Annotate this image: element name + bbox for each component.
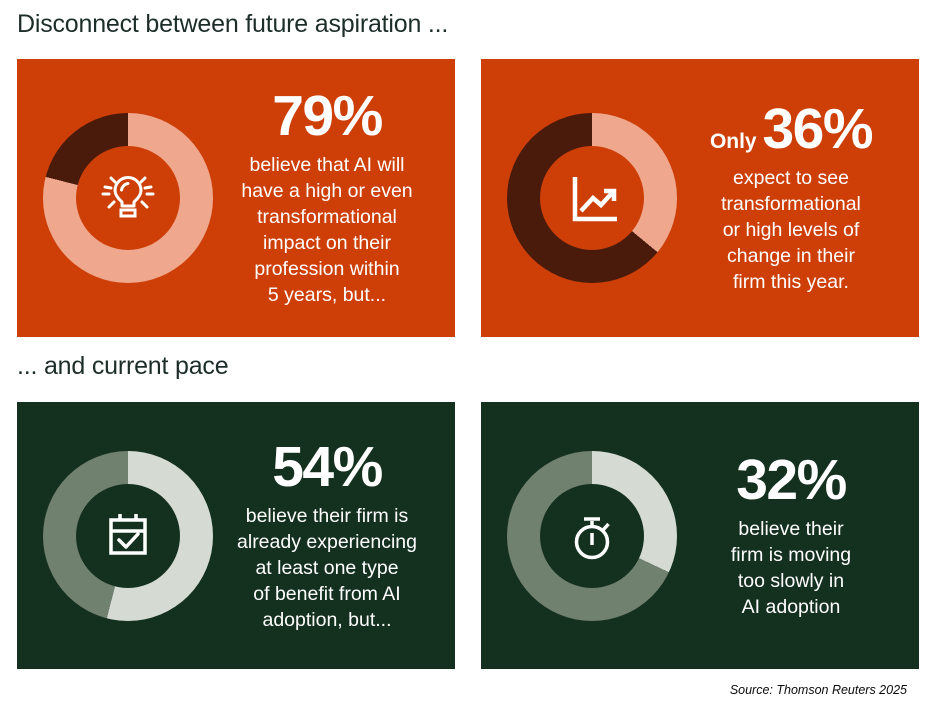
source-credit: Source: Thomson Reuters 2025: [729, 683, 907, 697]
stopwatch-icon: [574, 516, 610, 559]
stat-line: 79%: [213, 88, 441, 145]
stat-description: expect to see transformational or high l…: [721, 167, 861, 293]
stat-value: 79%: [272, 84, 383, 148]
stat-card-54: 54% believe their firm is already experi…: [17, 402, 455, 669]
stat-description: believe their firm is moving too slowly …: [730, 517, 852, 618]
row-pace: 54% believe their firm is already experi…: [17, 402, 919, 669]
stat-value: 54%: [272, 434, 383, 499]
stat-value: 36%: [762, 97, 873, 161]
stat-text-32: 32% believe their firm is moving too slo…: [677, 451, 905, 620]
lightbulb-idea-icon: [101, 176, 155, 218]
donut-chart-32: [507, 450, 677, 621]
calendar-check-icon: [109, 513, 147, 555]
stat-value: 32%: [736, 447, 847, 512]
stat-line: Only 36%: [677, 101, 905, 158]
stat-description: believe their firm is already experienci…: [237, 504, 417, 631]
stat-line: 32%: [677, 451, 905, 509]
donut-hole: [76, 146, 180, 250]
stat-card-36: Only 36% expect to see transformational …: [481, 59, 919, 337]
stat-description: believe that AI will have a high or even…: [241, 154, 413, 306]
stat-text-54: 54% believe their firm is already experi…: [213, 438, 441, 633]
stat-text-79: 79% believe that AI will have a high or …: [213, 88, 441, 308]
heading-current-pace: ... and current pace: [17, 352, 229, 380]
stat-card-79: 79% believe that AI will have a high or …: [17, 59, 455, 337]
row-aspiration: 79% believe that AI will have a high or …: [17, 59, 919, 337]
donut-hole: [540, 146, 644, 250]
trend-line-chart-icon: [572, 177, 617, 222]
heading-aspiration: Disconnect between future aspiration ...: [17, 10, 449, 38]
stat-prefix: Only: [709, 130, 763, 153]
stat-card-32: 32% believe their firm is moving too slo…: [481, 402, 919, 669]
stat-text-36: Only 36% expect to see transformational …: [677, 101, 905, 295]
donut-chart-54: [43, 450, 213, 621]
stat-line: 54%: [213, 438, 441, 496]
donut-hole: [76, 483, 180, 588]
donut-chart-79: [43, 113, 213, 283]
donut-hole: [540, 483, 644, 588]
donut-chart-36: [507, 113, 677, 283]
